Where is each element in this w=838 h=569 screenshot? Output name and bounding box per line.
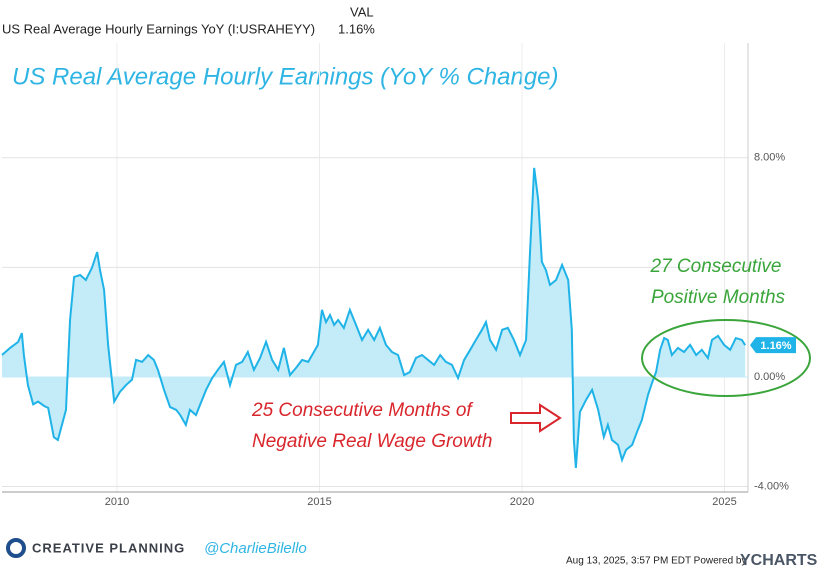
x-tick-label: 2010 [105,496,129,508]
x-tick-label: 2015 [307,496,331,508]
value-badge-label: 1.16% [760,340,791,352]
annotation: Positive Months [651,287,786,308]
provider: YCHARTS [740,552,818,569]
plot: 2010 2015 2020 2025 -4.00% 0.00% 8.00% [1,43,789,508]
logo [6,538,26,558]
arrow [510,403,562,433]
line [1,167,747,468]
y-tick-label: 0.00% [754,371,785,383]
chart-title: US Real Average Hourly Earnings (YoY % C… [12,63,559,90]
value-badge [750,337,796,354]
area [2,167,746,468]
legend-name: US Real Average Hourly Earnings YoY (I:U… [2,21,315,36]
x-tick-label: 2020 [510,496,534,508]
highlight-ellipse [641,319,811,397]
annotation: 27 Consecutive [650,256,782,277]
y-tick-label: -4.00% [754,480,789,492]
y-tick-label: 8.00% [754,152,785,164]
timestamp: Aug 13, 2025, 3:57 PM EDT Powered by [566,556,746,567]
x-tick-label: 2025 [712,496,736,508]
value-header: VAL [350,4,374,19]
handle: @CharlieBilello [204,540,307,557]
brand: CREATIVE PLANNING [32,540,185,555]
annotation: 25 Consecutive Months of [251,400,473,421]
annotation: Negative Real Wage Growth [252,431,492,452]
legend-value: 1.16% [338,21,375,36]
